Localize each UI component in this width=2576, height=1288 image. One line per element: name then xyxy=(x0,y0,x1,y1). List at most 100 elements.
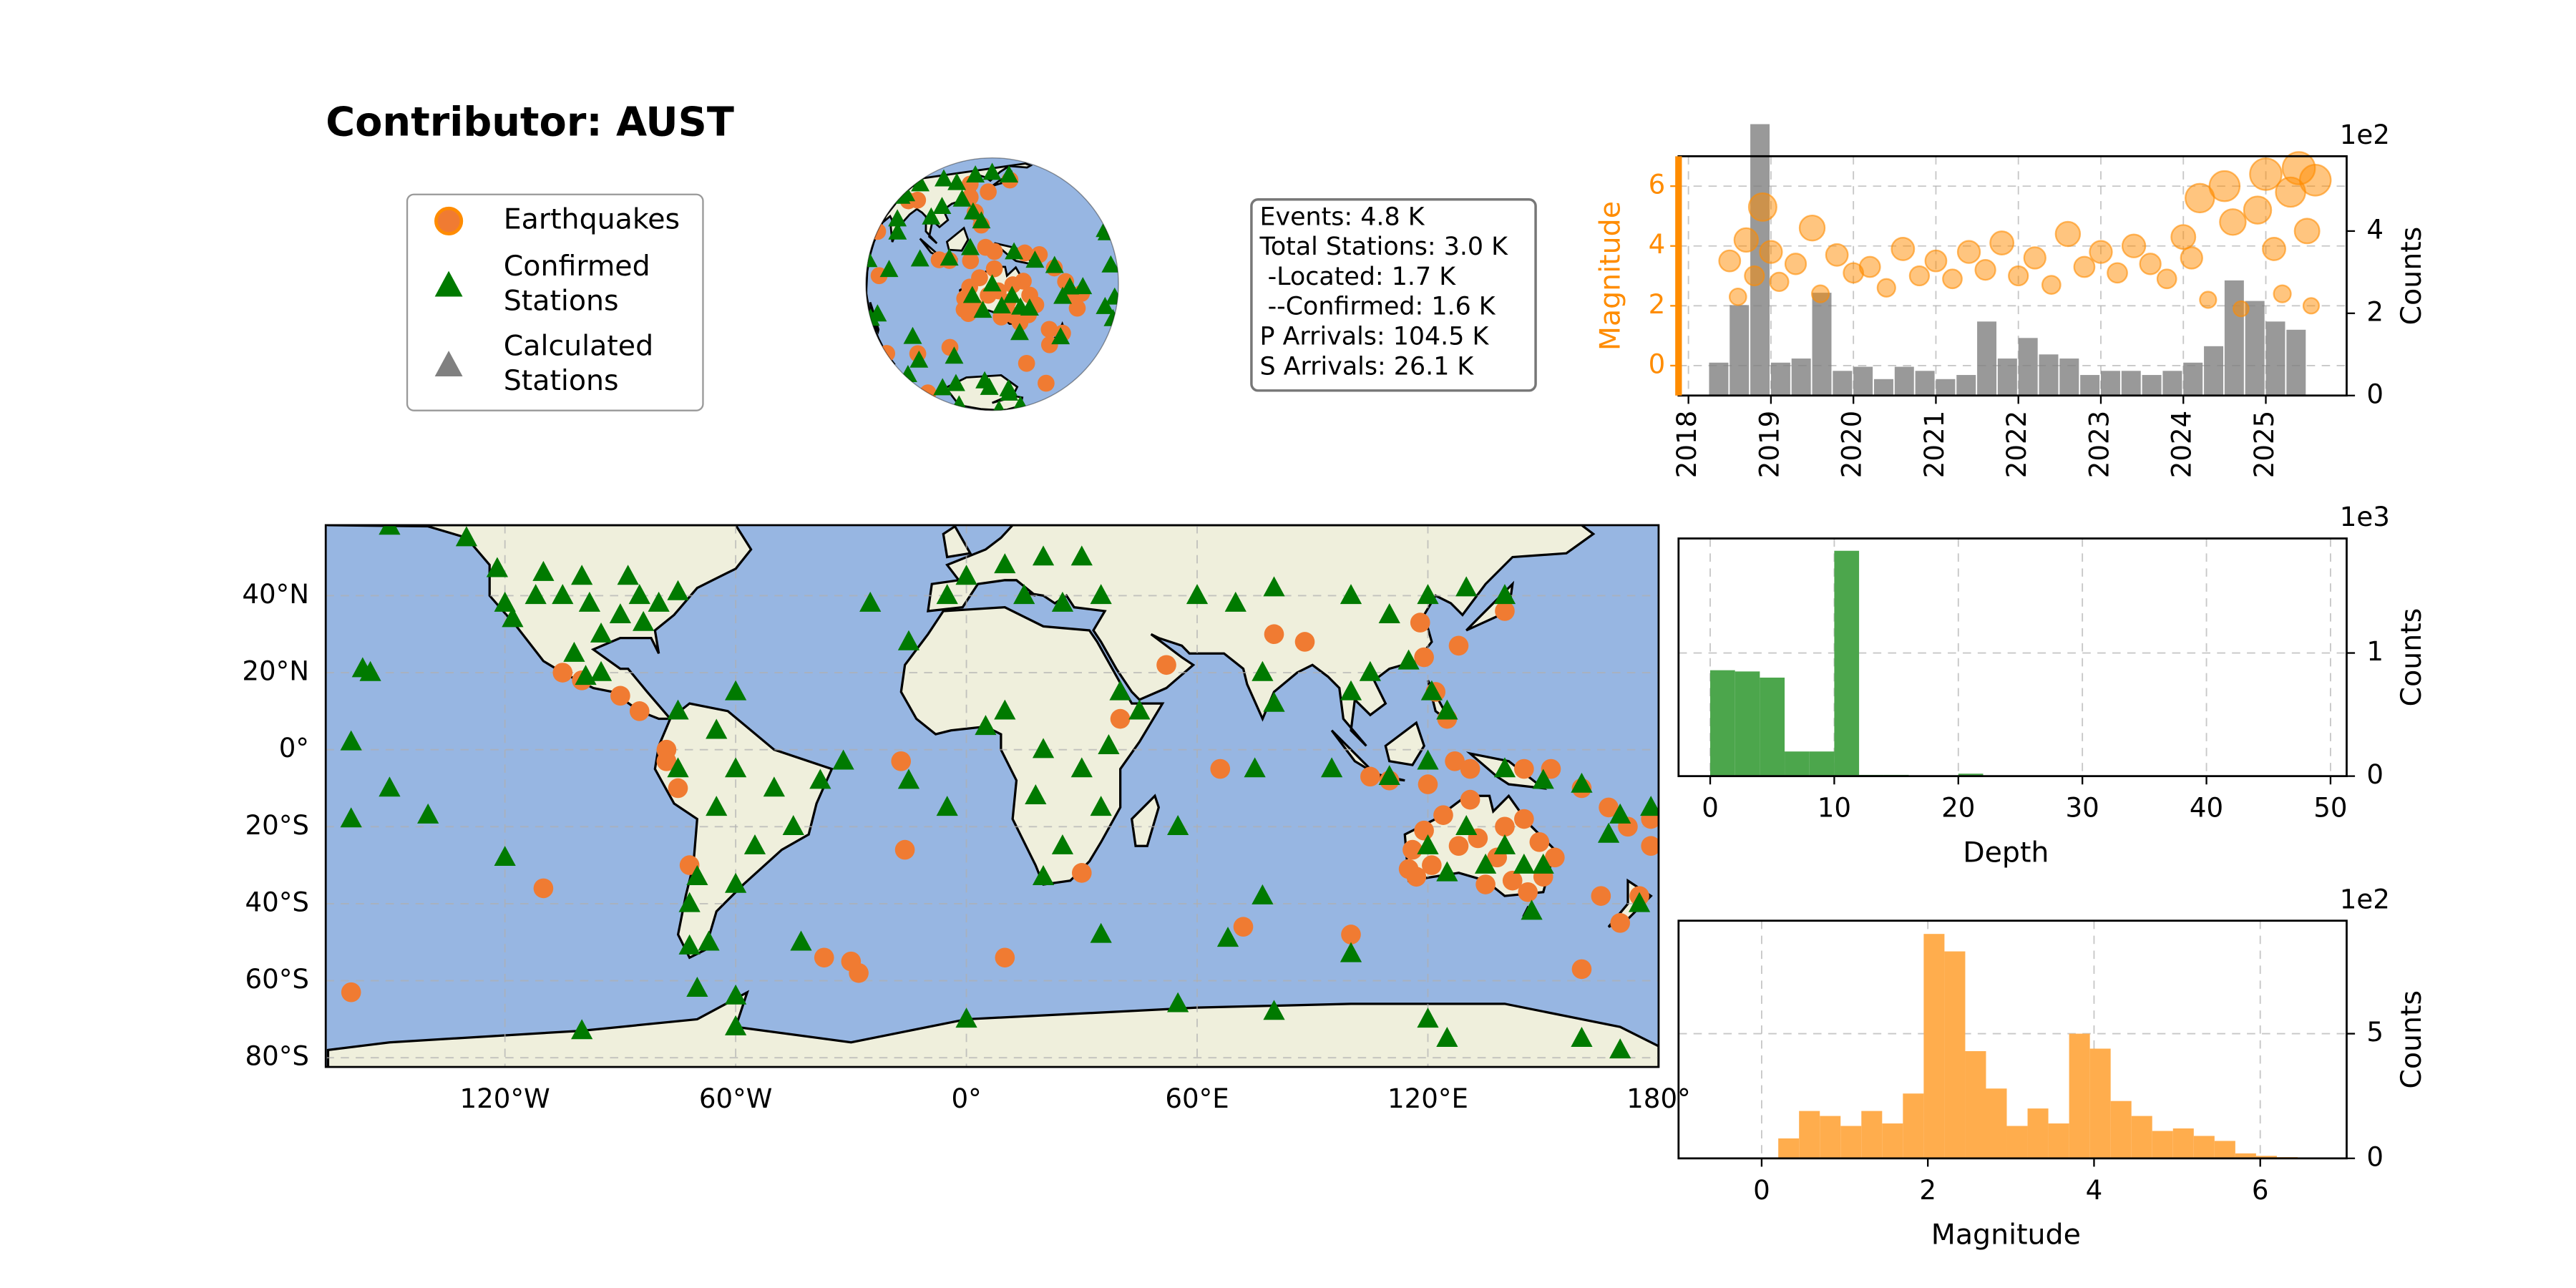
histogram-bar xyxy=(1834,550,1860,776)
map-point xyxy=(1263,1000,1285,1020)
map-point xyxy=(1070,757,1093,778)
scatter-point xyxy=(1747,192,1777,222)
map xyxy=(326,525,1659,1068)
histogram-bar xyxy=(2183,362,2203,396)
histogram-bar xyxy=(2214,1141,2235,1158)
scatter-point xyxy=(2180,246,2203,270)
y-tick-label: 40°N xyxy=(242,579,309,610)
map-point xyxy=(955,1008,977,1028)
land xyxy=(1330,729,1375,774)
map-point xyxy=(359,660,381,681)
map-point xyxy=(955,565,977,585)
globe-point xyxy=(1105,287,1119,305)
y-tick-label: 0 xyxy=(2366,1141,2384,1172)
timeline-chart: 2018 2019 2020 2021 2022 2023 2024 20250246024M… xyxy=(1594,119,2427,478)
map-point xyxy=(502,607,524,628)
stats-line: --Confirmed: 1.6 K xyxy=(1260,293,1496,321)
x-tick-label: 2022 xyxy=(2001,411,2032,479)
map-point xyxy=(1128,699,1151,720)
globe-point xyxy=(1053,286,1073,304)
histogram-bar xyxy=(2080,375,2100,396)
scatter-point xyxy=(1989,230,2015,256)
map-point xyxy=(656,751,677,771)
histogram-bar xyxy=(2110,1101,2132,1158)
map-point xyxy=(1109,680,1131,701)
scatter-point xyxy=(2199,291,2218,309)
y-offset: 1e3 xyxy=(2340,502,2390,532)
map-point xyxy=(1263,576,1285,597)
scatter-point xyxy=(1974,259,1996,281)
land xyxy=(1130,794,1161,847)
globe-point xyxy=(962,252,980,270)
globe-point xyxy=(1002,286,1022,303)
globe-point xyxy=(1096,296,1115,314)
y2-offset: 1e2 xyxy=(2340,119,2390,150)
globe-point xyxy=(897,184,916,202)
globe-point xyxy=(971,269,988,287)
map-point xyxy=(1610,913,1631,933)
histogram-bar xyxy=(1812,293,1832,396)
map-point xyxy=(1513,853,1535,874)
globe-point xyxy=(961,238,980,255)
scatter-point xyxy=(1924,249,1948,273)
globe-point xyxy=(980,377,999,395)
histogram-bar xyxy=(2204,346,2224,396)
globe-point xyxy=(1021,286,1038,304)
histogram-bar xyxy=(2286,329,2306,396)
histogram-bar xyxy=(2059,358,2079,396)
globe-point xyxy=(992,296,1011,314)
globe-point xyxy=(935,169,953,187)
scatter-point xyxy=(2208,170,2241,203)
scatter-point xyxy=(1890,236,1916,261)
globe-point xyxy=(962,286,982,303)
globe-point xyxy=(868,304,887,322)
x-tick-label: 2025 xyxy=(2249,411,2280,479)
map-point xyxy=(1445,751,1465,771)
map-point xyxy=(763,776,785,797)
map-point xyxy=(379,525,401,535)
map-point xyxy=(617,565,639,585)
globe-land xyxy=(945,226,970,252)
histogram-bar xyxy=(2142,375,2162,396)
map-point xyxy=(1186,584,1209,605)
map-point xyxy=(1417,749,1439,770)
map-point xyxy=(724,872,747,893)
map-point xyxy=(1244,757,1266,778)
globe-point xyxy=(1068,299,1086,317)
histogram-bar xyxy=(1956,375,1976,396)
map-point xyxy=(1591,886,1611,906)
x-tick-label: 0 xyxy=(1702,793,1719,824)
map-point xyxy=(686,864,708,885)
globe-point xyxy=(945,346,964,364)
map-point xyxy=(1013,584,1035,605)
legend-label-line: Stations xyxy=(504,284,619,317)
globe-point xyxy=(985,260,1003,278)
map-point xyxy=(1360,766,1380,787)
globe-point xyxy=(1004,276,1022,293)
map-point xyxy=(1410,613,1430,633)
histogram-bar xyxy=(1965,1050,1986,1158)
histogram-bar xyxy=(2089,1048,2111,1158)
map-point xyxy=(1414,820,1434,841)
map-point xyxy=(698,930,720,951)
map-point xyxy=(1233,917,1254,937)
stats-line: Events: 4.8 K xyxy=(1260,203,1425,231)
histogram-bar xyxy=(2131,1116,2152,1158)
histogram-bar xyxy=(2235,1153,2256,1158)
scatter-point xyxy=(1908,265,1931,287)
histogram-bar xyxy=(2121,371,2141,396)
map-point xyxy=(417,803,439,824)
x-tick-label: 0° xyxy=(951,1083,981,1114)
map-point xyxy=(648,591,670,612)
x-tick-label: 2024 xyxy=(2167,411,2197,479)
axes-frame xyxy=(1677,919,2348,1160)
globe-point xyxy=(932,197,952,215)
histogram-bar xyxy=(1833,371,1853,396)
histogram-bar xyxy=(1820,1116,1841,1158)
map-point xyxy=(1167,992,1189,1013)
map-point xyxy=(1414,647,1434,668)
map-point xyxy=(1032,738,1055,758)
globe-point xyxy=(1020,298,1039,316)
map-point xyxy=(994,553,1016,574)
histogram-bar xyxy=(1791,358,1811,396)
